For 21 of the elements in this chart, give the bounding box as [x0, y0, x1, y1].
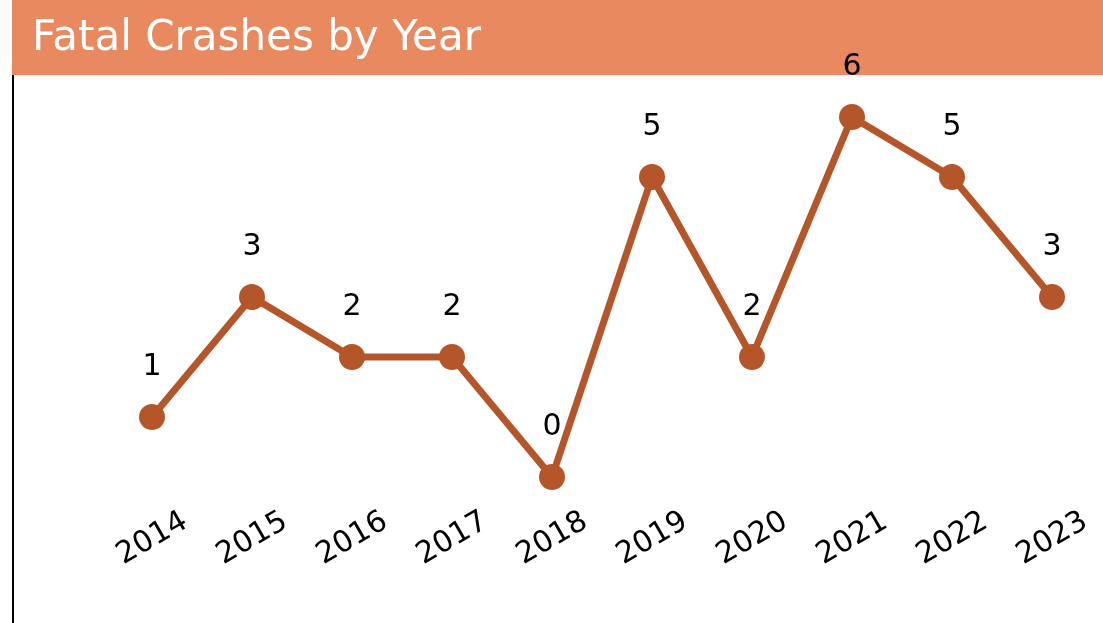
point [439, 344, 465, 370]
point [639, 164, 665, 190]
data-label: 3 [242, 227, 262, 262]
data-label: 2 [442, 287, 462, 322]
data-label: 3 [1042, 227, 1062, 262]
data-label: 1 [142, 347, 162, 382]
point [739, 344, 765, 370]
data-label: 2 [342, 287, 362, 322]
data-label: 6 [842, 47, 862, 82]
data-label: 2 [742, 287, 762, 322]
point [239, 284, 265, 310]
data-label: 5 [642, 107, 662, 142]
point [139, 404, 165, 430]
point [539, 464, 565, 490]
point [839, 104, 865, 130]
point [1039, 284, 1065, 310]
point [339, 344, 365, 370]
data-label: 5 [942, 107, 962, 142]
chart-title: Fatal Crashes by Year [32, 11, 482, 60]
data-label: 0 [542, 407, 562, 442]
point [939, 164, 965, 190]
